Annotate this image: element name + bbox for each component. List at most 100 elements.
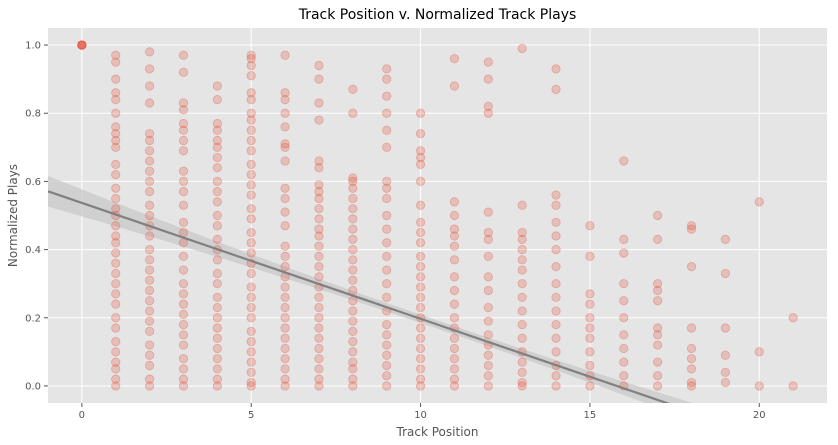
data-point — [111, 248, 121, 258]
data-point — [145, 381, 155, 391]
data-point — [246, 125, 256, 135]
data-point — [483, 381, 493, 391]
data-point — [551, 262, 561, 272]
data-point — [619, 279, 629, 289]
data-point — [246, 367, 256, 377]
data-point — [246, 115, 256, 125]
y-tick-label: 0.4 — [25, 245, 41, 256]
data-point — [246, 282, 256, 292]
data-point — [145, 255, 155, 265]
data-points — [77, 40, 798, 391]
data-point — [551, 381, 561, 391]
data-point — [483, 227, 493, 238]
data-point — [178, 135, 189, 146]
data-point — [483, 74, 493, 84]
data-point — [246, 292, 256, 302]
x-tick-label: 10 — [414, 410, 427, 421]
data-point — [619, 248, 629, 258]
data-point — [145, 275, 155, 285]
data-point — [212, 255, 222, 265]
data-point — [517, 200, 527, 210]
y-tick-label: 1.0 — [25, 41, 41, 52]
x-axis-label: Track Position — [396, 425, 479, 439]
data-point — [517, 265, 527, 275]
data-point — [415, 152, 426, 163]
data-point — [111, 129, 121, 139]
data-point — [145, 200, 155, 210]
data-point — [348, 244, 358, 255]
data-point — [212, 333, 222, 343]
data-point — [145, 98, 155, 108]
data-point — [145, 285, 155, 296]
data-point — [348, 183, 358, 193]
data-point — [111, 183, 121, 193]
data-point — [415, 292, 426, 302]
data-point — [653, 285, 663, 296]
data-point — [212, 374, 222, 384]
data-point — [348, 255, 358, 265]
data-point — [720, 350, 730, 360]
data-point — [348, 173, 358, 183]
data-point — [314, 60, 324, 71]
data-point — [551, 200, 561, 210]
data-point — [415, 282, 426, 292]
data-point — [314, 187, 324, 197]
data-point — [246, 268, 256, 279]
data-point — [212, 292, 222, 302]
data-point — [415, 251, 426, 262]
data-point — [145, 316, 155, 326]
data-point — [77, 40, 87, 50]
data-point — [653, 296, 663, 306]
data-point — [314, 374, 324, 384]
data-point — [212, 364, 222, 374]
data-point — [517, 333, 527, 343]
x-tick-label: 0 — [79, 410, 85, 421]
data-point — [483, 101, 493, 112]
data-point — [178, 340, 189, 350]
data-point — [314, 323, 324, 333]
data-point — [314, 354, 324, 364]
data-point — [145, 129, 155, 139]
data-point — [111, 289, 121, 299]
data-point — [686, 381, 697, 391]
data-point — [246, 214, 256, 224]
data-point — [449, 343, 460, 354]
data-point — [415, 146, 426, 156]
data-point — [280, 282, 290, 292]
data-point — [111, 193, 121, 204]
data-point — [653, 330, 663, 340]
data-point — [382, 176, 392, 187]
data-point — [415, 381, 426, 391]
y-tick-label: 0.8 — [25, 109, 41, 120]
data-point — [551, 190, 561, 200]
data-point — [178, 176, 189, 187]
data-point — [246, 357, 256, 367]
data-point — [246, 169, 256, 180]
data-point — [653, 371, 663, 381]
data-point — [415, 227, 426, 238]
data-point — [111, 374, 121, 384]
data-point — [382, 292, 392, 302]
data-point — [246, 381, 256, 391]
data-point — [483, 234, 493, 244]
data-point — [415, 302, 426, 313]
data-point — [517, 306, 527, 316]
data-point — [111, 135, 121, 146]
data-point — [382, 371, 392, 381]
data-point — [314, 193, 324, 204]
data-point — [246, 238, 256, 248]
data-point — [145, 156, 155, 166]
data-point — [449, 272, 460, 282]
data-point — [653, 279, 663, 289]
data-point — [382, 381, 392, 391]
data-point — [382, 224, 392, 234]
data-point — [382, 330, 392, 340]
data-point — [483, 360, 493, 371]
data-point — [517, 292, 527, 302]
data-point — [280, 94, 290, 105]
data-point — [212, 302, 222, 313]
data-point — [415, 262, 426, 272]
data-point — [449, 333, 460, 343]
data-point — [382, 251, 392, 262]
